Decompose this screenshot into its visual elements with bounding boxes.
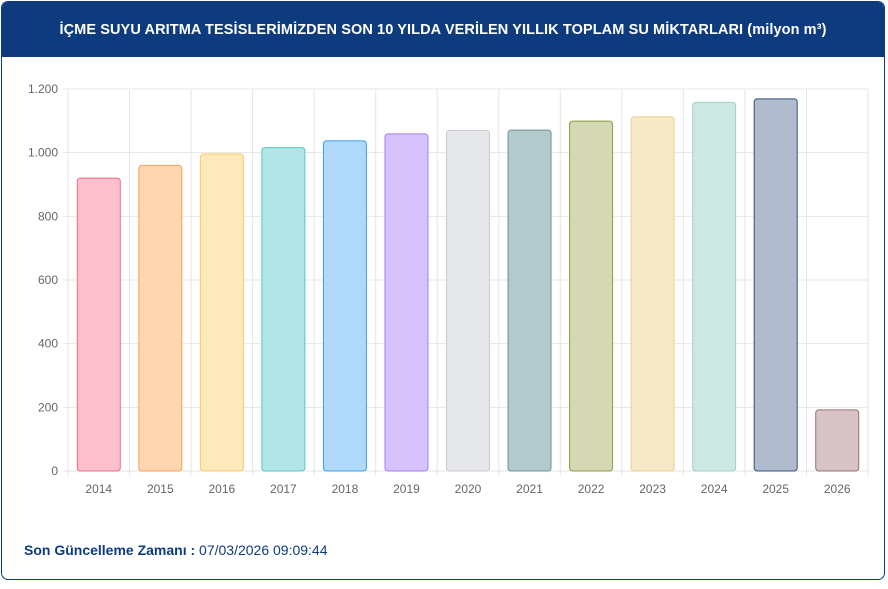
y-tick-label: 800	[38, 209, 58, 223]
bar-2018[interactable]	[322, 140, 367, 472]
bar-2025[interactable]	[753, 98, 798, 472]
x-tick-label: 2021	[516, 482, 543, 496]
chart-area: 0 200 400 600 800 1.000 1.200 2014 2015 2016 2017…	[2, 58, 884, 508]
bar-2016[interactable]	[199, 153, 244, 472]
x-tick-label: 2014	[85, 482, 112, 496]
x-tick-label: 2020	[455, 482, 482, 496]
chart-title: İÇME SUYU ARITMA TESİSLERİMİZDEN SON 10 …	[2, 2, 884, 57]
x-tick-label: 2018	[332, 482, 359, 496]
last-update: Son Güncelleme Zamanı : 07/03/2026 09:09…	[24, 542, 328, 558]
last-update-label: Son Güncelleme Zamanı :	[24, 542, 196, 558]
x-axis-ticks: 2014 2015 2016 2017 2018 2019 2020 2021 2022 2023…	[85, 482, 850, 496]
x-tick-label: 2024	[701, 482, 728, 496]
bar-2015[interactable]	[138, 164, 183, 472]
y-tick-label: 200	[38, 400, 58, 414]
bar-2024[interactable]	[692, 101, 737, 472]
x-tick-label: 2022	[578, 482, 605, 496]
bar-2026[interactable]	[815, 409, 860, 472]
y-tick-label: 1.200	[28, 82, 58, 96]
chart-card: İÇME SUYU ARITMA TESİSLERİMİZDEN SON 10 …	[1, 1, 885, 580]
x-tick-label: 2025	[762, 482, 789, 496]
x-tick-label: 2019	[393, 482, 420, 496]
x-tick-label: 2015	[147, 482, 174, 496]
bar-chart: 0 200 400 600 800 1.000 1.200 2014 2015 2016 2017…	[28, 82, 869, 496]
bar-2022[interactable]	[569, 120, 614, 472]
bar-2021[interactable]	[507, 129, 552, 472]
bar-2019[interactable]	[384, 133, 429, 472]
y-axis-ticks: 0 200 400 600 800 1.000 1.200	[28, 82, 58, 478]
bar-2023[interactable]	[630, 116, 675, 472]
bar-2020[interactable]	[446, 129, 490, 472]
y-tick-label: 1.000	[28, 146, 58, 160]
x-tick-label: 2016	[208, 482, 235, 496]
y-tick-label: 0	[51, 464, 58, 478]
y-tick-label: 400	[38, 337, 58, 351]
bars	[76, 98, 860, 472]
y-tick-label: 600	[38, 273, 58, 287]
bar-2017[interactable]	[261, 147, 306, 472]
x-tick-label: 2023	[639, 482, 666, 496]
last-update-value: 07/03/2026 09:09:44	[199, 542, 328, 558]
x-tick-label: 2017	[270, 482, 297, 496]
x-tick-label: 2026	[824, 482, 851, 496]
bar-2014[interactable]	[76, 177, 121, 472]
